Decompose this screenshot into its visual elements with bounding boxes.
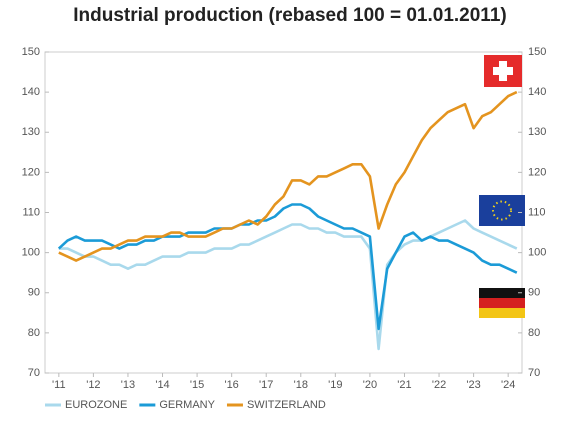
legend-label: EUROZONE bbox=[65, 399, 127, 411]
y2-tick-label: 100 bbox=[528, 247, 546, 259]
x-tick-label: '22 bbox=[432, 379, 446, 391]
series-line bbox=[58, 219, 518, 351]
x-tick-label: '16 bbox=[224, 379, 238, 391]
y-tick-label: 80 bbox=[28, 327, 40, 339]
x-tick-label: '15 bbox=[190, 379, 204, 391]
flag-germany bbox=[479, 288, 525, 318]
series-line bbox=[58, 90, 518, 262]
y-tick-label: 120 bbox=[22, 166, 40, 178]
y2-tick-label: 140 bbox=[528, 86, 546, 98]
chart-title: Industrial production (rebased 100 = 01.… bbox=[73, 5, 506, 26]
series-line bbox=[57, 203, 518, 331]
legend-label: SWITZERLAND bbox=[247, 399, 326, 411]
x-tick-label: '11 bbox=[52, 379, 66, 391]
plot-frame bbox=[44, 51, 523, 374]
y2-tick-label: 120 bbox=[528, 166, 546, 178]
y-tick-label: 110 bbox=[22, 206, 40, 218]
x-tick-label: '12 bbox=[86, 379, 100, 391]
x-tick-label: '18 bbox=[294, 379, 308, 391]
y2-tick-label: 150 bbox=[528, 46, 546, 58]
y-tick-label: 90 bbox=[28, 287, 40, 299]
y2-tick-label: 80 bbox=[528, 327, 540, 339]
y2-tick-label: 110 bbox=[528, 206, 546, 218]
y-tick-label: 130 bbox=[22, 126, 40, 138]
flag-switzerland bbox=[484, 55, 522, 87]
y2-tick-label: 130 bbox=[528, 126, 546, 138]
y-tick-label: 140 bbox=[22, 86, 40, 98]
x-tick-label: '21 bbox=[397, 379, 411, 391]
x-tick-label: '23 bbox=[466, 379, 480, 391]
y-tick-label: 150 bbox=[22, 46, 40, 58]
x-tick-label: '13 bbox=[121, 379, 135, 391]
y2-tick-label: 70 bbox=[528, 367, 540, 379]
flag-eu bbox=[479, 195, 525, 226]
legend-label: GERMANY bbox=[159, 399, 215, 411]
x-tick-label: '19 bbox=[328, 379, 342, 391]
x-tick-label: '24 bbox=[501, 379, 515, 391]
x-tick-label: '20 bbox=[363, 379, 377, 391]
y2-tick-label: 90 bbox=[528, 287, 540, 299]
x-tick-label: '14 bbox=[155, 379, 169, 391]
y-tick-label: 100 bbox=[22, 247, 40, 259]
y-tick-label: 70 bbox=[28, 367, 40, 379]
x-tick-label: '17 bbox=[259, 379, 273, 391]
